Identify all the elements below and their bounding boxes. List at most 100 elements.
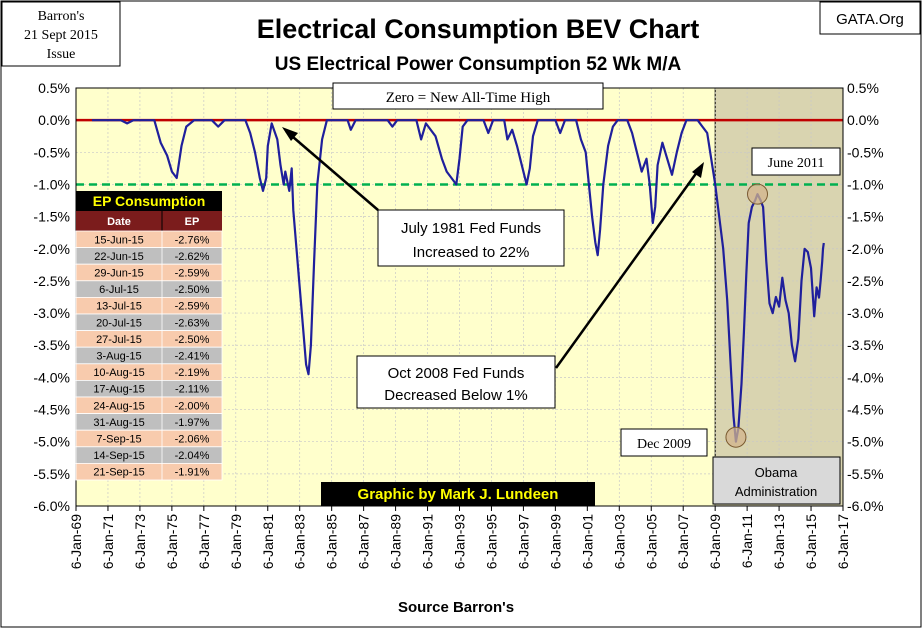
x-tick-label: 6-Jan-95 (483, 514, 499, 569)
x-tick-label: 6-Jan-15 (803, 514, 819, 569)
y-tick-label-right: -4.0% (847, 369, 884, 385)
y-tick-label-left: -2.0% (33, 241, 70, 257)
y-tick-label-left: -6.0% (33, 498, 70, 514)
y-tick-label-right: -3.0% (847, 305, 884, 321)
ep-table-date-cell: 10-Aug-15 (93, 367, 144, 379)
ep-table-date-cell: 3-Aug-15 (96, 351, 141, 363)
zero-label-box (332, 82, 604, 110)
july1981-arrowhead (282, 127, 298, 141)
x-tick-label: 6-Jan-11 (739, 514, 755, 568)
ep-table-ep-cell: -2.76% (175, 234, 210, 246)
y-tick-label-left: 0.0% (38, 112, 70, 128)
y-tick-label-right: -1.5% (847, 209, 884, 225)
credit-label: Graphic by Mark J. Lundeen (358, 486, 559, 503)
ep-table-date-cell: 20-Jul-15 (96, 317, 142, 329)
x-tick-label: 6-Jan-71 (100, 514, 116, 569)
badge-line1: Barron's (38, 9, 85, 24)
ep-table-header-ep: EP (185, 216, 200, 228)
oct2008-line2: Decreased Below 1% (384, 387, 527, 404)
chart-subtitle: US Electrical Power Consumption 52 Wk M/… (275, 54, 682, 75)
ep-table-row (75, 462, 223, 481)
y-tick-label-right: -0.5% (847, 144, 884, 160)
ep-table-date-cell: 21-Sep-15 (93, 467, 144, 479)
y-tick-label-right: -3.5% (847, 337, 884, 353)
x-tick-label: 6-Jan-03 (611, 514, 627, 569)
ep-table-date-cell: 31-Aug-15 (93, 417, 144, 429)
ep-table-ep-cell: -2.00% (175, 400, 210, 412)
x-tick-label: 6-Jan-97 (515, 514, 531, 569)
x-tick-label: 6-Jan-91 (420, 514, 436, 569)
y-tick-label-right: 0.0% (847, 112, 879, 128)
dec2009-box (620, 428, 708, 457)
chart-title: Electrical Consumption BEV Chart (257, 14, 700, 44)
x-tick-label: 6-Jan-87 (356, 514, 372, 569)
ep-table-ep-cell: -2.19% (175, 367, 210, 379)
ep-table-ep-cell: -2.04% (175, 450, 210, 462)
ep-table-title: EP Consumption (93, 193, 206, 209)
y-tick-label-left: -3.5% (33, 337, 70, 353)
july1981-arrow (285, 130, 379, 211)
ep-table-ep-cell: -2.59% (175, 301, 210, 313)
ep-table-date-cell: 27-Jul-15 (96, 334, 142, 346)
oct2008-arrowhead (692, 162, 704, 178)
x-tick-label: 6-Jan-89 (388, 514, 404, 569)
x-tick-label: 6-Jan-09 (707, 514, 723, 569)
badge-line2: 21 Sept 2015 (24, 28, 98, 43)
y-tick-label-right: -4.5% (847, 402, 884, 418)
ep-table-date-cell: 6-Jul-15 (99, 284, 139, 296)
y-tick-label-right: -5.0% (847, 434, 884, 450)
ep-table-date-cell: 24-Aug-15 (93, 400, 144, 412)
ep-table-ep-cell: -2.59% (175, 268, 210, 280)
x-tick-label: 6-Jan-17 (835, 514, 851, 569)
july1981-line1: July 1981 Fed Funds (401, 220, 541, 237)
dec2009-highlight-circle (725, 426, 747, 448)
ep-table-date-cell: 14-Sep-15 (93, 450, 144, 462)
y-tick-label-left: -0.5% (33, 144, 70, 160)
ep-table-ep-cell: -1.97% (175, 417, 210, 429)
x-tick-label: 6-Jan-81 (260, 514, 276, 569)
gata-badge (819, 1, 921, 35)
obama-line2: Administration (735, 484, 817, 499)
x-tick-label: 6-Jan-01 (579, 514, 595, 569)
y-tick-label-left: -2.5% (33, 273, 70, 289)
zero-label: Zero = New All-Time High (386, 90, 551, 106)
ep-table-date-cell: 29-Jun-15 (94, 268, 144, 280)
y-tick-label-right: -2.5% (847, 273, 884, 289)
ep-table-ep-cell: -2.50% (175, 284, 210, 296)
y-tick-label-left: -5.0% (33, 434, 70, 450)
y-tick-label-right: -6.0% (847, 498, 884, 514)
gata-label: GATA.Org (836, 11, 904, 28)
ep-table-ep-cell: -2.50% (175, 334, 210, 346)
oct2008-arrow (554, 167, 702, 369)
ep-table-header-date: Date (107, 216, 131, 228)
june2011-label: June 2011 (768, 156, 825, 171)
y-tick-label-left: -4.5% (33, 402, 70, 418)
y-tick-label-right: -2.0% (847, 241, 884, 257)
obama-box (712, 456, 841, 505)
ep-table-title-bg (76, 191, 222, 211)
ep-table-date-cell: 7-Sep-15 (96, 434, 141, 446)
y-tick-label-left: -1.0% (33, 176, 70, 192)
x-tick-label: 6-Jan-07 (675, 514, 691, 569)
ep-table-ep-cell: -2.06% (175, 434, 210, 446)
july1981-line2: Increased to 22% (413, 244, 530, 261)
ep-table-date-cell: 15-Jun-15 (94, 234, 144, 246)
x-axis-label: Source Barron's (398, 599, 514, 616)
x-tick-label: 6-Jan-05 (643, 514, 659, 569)
june2011-highlight-circle (747, 183, 769, 205)
ep-table-ep-cell: -2.41% (175, 351, 210, 363)
july1981-box (377, 209, 565, 267)
oct2008-box (356, 355, 556, 409)
x-tick-label: 6-Jan-75 (164, 514, 180, 569)
x-tick-label: 6-Jan-69 (68, 514, 84, 569)
ep-table: EP Consumption Date EP 15-Jun-15 -2.76% 22… (75, 191, 223, 481)
ep-table-ep-cell: -2.62% (175, 251, 210, 263)
y-tick-label-right: 0.5% (847, 80, 879, 96)
y-tick-label-left: -5.5% (33, 466, 70, 482)
ep-table-date-cell: 22-Jun-15 (94, 251, 144, 263)
dec2009-label: Dec 2009 (637, 437, 691, 452)
x-tick-label: 6-Jan-13 (771, 514, 787, 569)
ep-table-rows: 15-Jun-15 -2.76% 22-Jun-15 -2.62% 29-Jun-15 -… (75, 230, 223, 481)
